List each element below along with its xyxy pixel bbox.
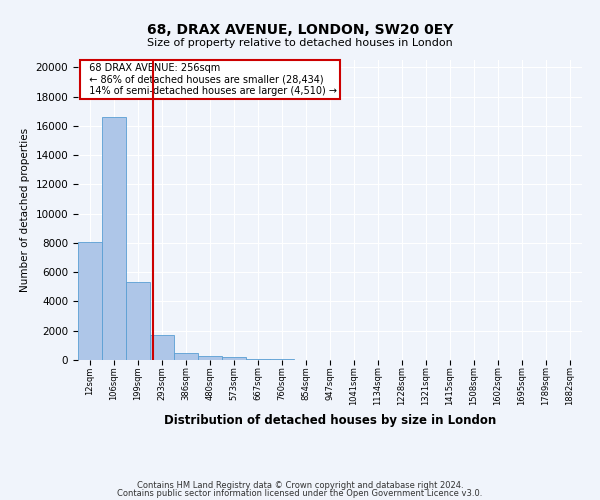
Text: Contains HM Land Registry data © Crown copyright and database right 2024.: Contains HM Land Registry data © Crown c… <box>137 481 463 490</box>
Text: Contains public sector information licensed under the Open Government Licence v3: Contains public sector information licen… <box>118 488 482 498</box>
Y-axis label: Number of detached properties: Number of detached properties <box>20 128 30 292</box>
Bar <box>174 352 198 360</box>
Bar <box>270 359 294 360</box>
Bar <box>150 335 174 360</box>
Text: 68 DRAX AVENUE: 256sqm
  ← 86% of detached houses are smaller (28,434)
  14% of : 68 DRAX AVENUE: 256sqm ← 86% of detached… <box>83 63 337 96</box>
Bar <box>198 356 222 360</box>
X-axis label: Distribution of detached houses by size in London: Distribution of detached houses by size … <box>164 414 496 426</box>
Bar <box>126 282 150 360</box>
Bar <box>78 242 102 360</box>
Bar <box>246 358 270 360</box>
Bar <box>102 117 126 360</box>
Text: 68, DRAX AVENUE, LONDON, SW20 0EY: 68, DRAX AVENUE, LONDON, SW20 0EY <box>147 22 453 36</box>
Bar <box>222 358 246 360</box>
Text: Size of property relative to detached houses in London: Size of property relative to detached ho… <box>147 38 453 48</box>
